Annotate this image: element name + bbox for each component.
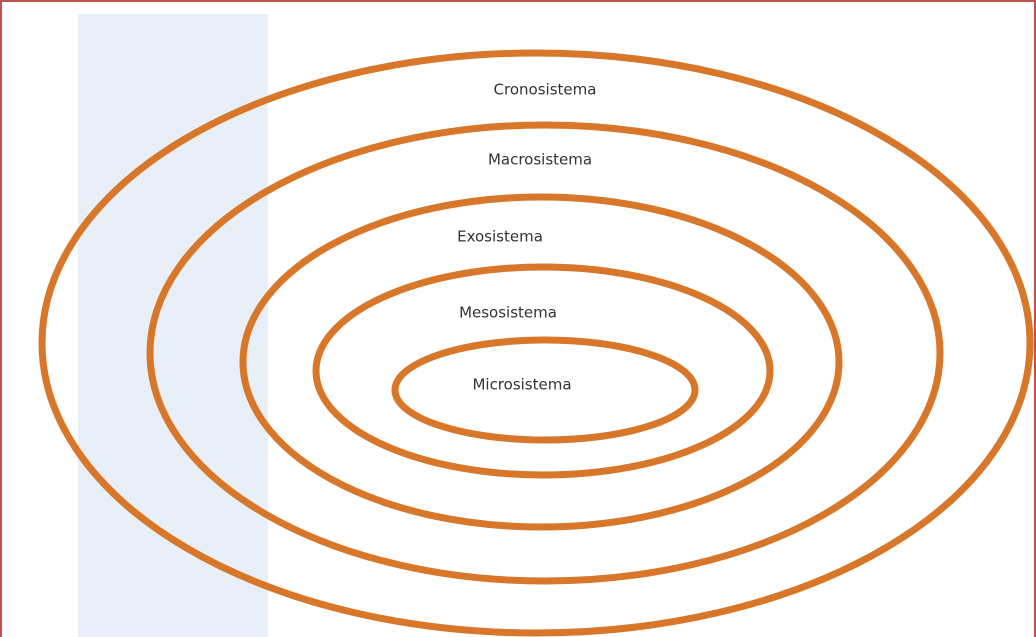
label: Mesosistema: [459, 304, 557, 322]
ring-second: [146, 121, 944, 585]
label: Exosistema: [457, 228, 543, 246]
label: Cronosistema: [494, 81, 597, 99]
ring-outer: [38, 49, 1034, 637]
ring-fourth: [312, 263, 774, 479]
ring-inner: [391, 336, 699, 444]
label: Microsistema: [472, 376, 571, 394]
ring-third: [239, 193, 843, 531]
side-band: [78, 14, 268, 637]
label: Macrosistema: [488, 151, 592, 169]
